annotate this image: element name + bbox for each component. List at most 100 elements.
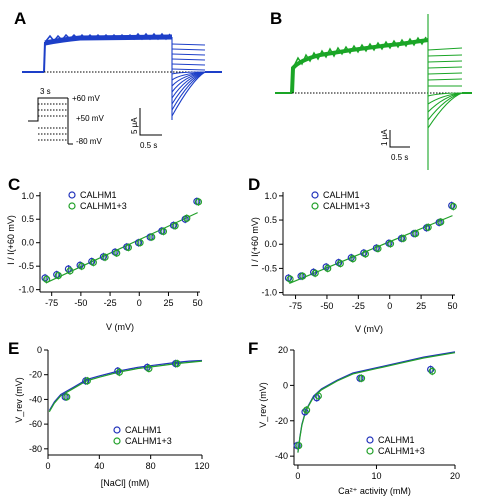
panel-f-data-point xyxy=(428,367,436,375)
panel-c-legend-label: CALHM1 xyxy=(80,190,117,200)
panel-c-y-axis-label: I / I(+60 mV) xyxy=(6,215,16,265)
panel-f-legend-label: CALHM1 xyxy=(378,435,415,445)
panel-e-legend-label: CALHM1 xyxy=(125,425,162,435)
panel-d-x-tick-label: 50 xyxy=(447,301,457,311)
panel-e-x-axis-label: [NaCl] (mM) xyxy=(101,478,150,488)
panel-d-y-tick-label: -0.5 xyxy=(261,263,277,273)
panel-d-data-point xyxy=(374,244,382,253)
panel-a-voltage-protocol xyxy=(28,97,73,145)
panel-f-x-tick-label: 10 xyxy=(371,471,381,481)
panel-b-label: B xyxy=(270,9,282,28)
panel-e-data-point xyxy=(83,377,91,385)
panel-f-y-tick-label: -40 xyxy=(275,451,288,461)
panel-d-data-point xyxy=(449,202,457,211)
panel-d-legend-marker xyxy=(311,191,319,199)
panel-f-legend-marker xyxy=(366,447,374,455)
panel-f-legend-label: CALHM1+3 xyxy=(378,446,425,456)
panel-a-trace-onset xyxy=(43,41,46,73)
panel-f-data-point xyxy=(302,406,311,414)
panel-f-label: F xyxy=(248,339,258,358)
panel-e-y-tick-label: -60 xyxy=(29,419,42,429)
panel-c-data-point xyxy=(183,214,191,222)
panel-c-x-tick-label: 25 xyxy=(163,298,173,308)
panel-c: C -75 -50 -25 0 25 50 -1.0 -0.5 0.0 0.5 1.0 V (mV) I… xyxy=(6,175,203,332)
panel-d-data-point xyxy=(361,250,370,258)
panel-f: F 0 10 20 -40 -20 0 20 Ca²⁺ activity (mM) V_rev … xyxy=(248,339,460,496)
panel-b-tail-family xyxy=(427,14,472,170)
panel-f-y-axis-label: V_rev (mV) xyxy=(258,382,268,428)
panel-e-label: E xyxy=(8,339,19,358)
panel-c-data-point xyxy=(89,258,97,267)
panel-d-data-point xyxy=(437,218,445,226)
panel-c-data-point xyxy=(194,198,203,206)
panel-e-x-tick-label: 40 xyxy=(94,461,104,471)
panel-a-scale-time: 0.5 s xyxy=(140,141,157,150)
panel-f-legend-marker xyxy=(366,436,374,444)
panel-f-x-tick-label: 20 xyxy=(450,471,460,481)
panel-a-scale-bar xyxy=(139,108,162,136)
panel-d-legend-marker xyxy=(311,202,319,210)
panel-d-data-point xyxy=(299,272,307,280)
panel-c-label: C xyxy=(8,175,20,194)
protocol-step-voltage-label: +50 mV xyxy=(76,114,104,123)
panel-b-scale-time: 0.5 s xyxy=(391,153,408,162)
panel-d-legend-label: CALHM1+3 xyxy=(323,201,370,211)
panel-e-fit-curve xyxy=(48,360,203,413)
panel-d-x-tick-label: -75 xyxy=(289,301,302,311)
panel-c-data-point xyxy=(54,271,62,280)
panel-a: A xyxy=(14,9,222,150)
panel-c-data-point xyxy=(124,243,132,251)
panel-c-x-tick-label: 0 xyxy=(137,298,142,308)
panel-a-tail-family xyxy=(171,37,222,120)
panel-e-y-tick-label: -20 xyxy=(29,370,42,380)
panel-c-legend-label: CALHM1+3 xyxy=(80,201,127,211)
panel-c-data-point xyxy=(43,275,51,283)
panel-c-data-point xyxy=(148,233,156,241)
panel-e-y-axis-label: V_rev (mV) xyxy=(14,377,24,423)
protocol-duration-label: 3 s xyxy=(40,87,51,96)
panel-b-trace-noise xyxy=(293,36,427,67)
panel-c-data-point xyxy=(101,253,109,261)
panel-f-y-tick-label: -20 xyxy=(275,416,288,426)
panel-b-scale-bar xyxy=(389,130,410,148)
panel-f-y-tick-label: 0 xyxy=(283,380,288,390)
panel-d-data-point xyxy=(324,264,332,273)
panel-d-x-tick-label: -25 xyxy=(352,301,365,311)
panel-e-x-tick-label: 120 xyxy=(194,461,209,471)
panel-e-legend-label: CALHM1+3 xyxy=(125,436,172,446)
panel-d-data-point xyxy=(322,263,330,271)
panel-f-y-tick-label: 20 xyxy=(278,345,288,355)
panel-c-y-tick-label: 0.0 xyxy=(21,238,34,248)
panel-d-y-tick-label: 1.0 xyxy=(264,191,277,201)
panel-e: E 0 40 80 120 -80 -60 -40 -20 0 [NaCl] (mM) V_rev … xyxy=(8,339,210,488)
panel-c-data-point xyxy=(41,274,49,282)
panel-c-y-tick-label: 1.0 xyxy=(21,191,34,201)
panel-e-data-point xyxy=(115,368,123,376)
panel-e-y-tick-label: -80 xyxy=(29,444,42,454)
panel-d-x-tick-label: -50 xyxy=(320,301,333,311)
panel-e-x-tick-label: 80 xyxy=(146,461,156,471)
panel-c-data-point xyxy=(171,222,179,230)
panel-a-label: A xyxy=(14,9,26,28)
panel-d-data-point xyxy=(412,229,420,238)
panel-b-scale-current: 1 μA xyxy=(380,129,389,146)
panel-d-label: D xyxy=(248,175,260,194)
panel-d-data-point xyxy=(349,255,357,263)
panel-e-data-point xyxy=(145,364,153,373)
panel-c-data-point xyxy=(66,267,74,275)
panel-d-data-point xyxy=(311,269,319,277)
panel-d-y-tick-label: -1.0 xyxy=(261,288,277,298)
panel-c-x-tick-label: 50 xyxy=(193,298,203,308)
panel-d-y-axis-label: I / I(+60 mV) xyxy=(250,217,260,267)
panel-b: B 1 μA 0.5 s xyxy=(270,9,472,170)
panel-e-legend-marker xyxy=(113,437,121,445)
panel-e-y-tick-label: -40 xyxy=(29,394,42,404)
panel-f-data-point xyxy=(357,374,366,382)
panel-f-fit-curve xyxy=(297,352,456,453)
panel-e-data-point xyxy=(173,359,181,368)
panel-c-legend-marker xyxy=(68,191,76,199)
panel-c-data-point xyxy=(113,249,121,257)
panel-d-data-point xyxy=(399,234,407,243)
panel-e-data-point xyxy=(63,393,71,401)
